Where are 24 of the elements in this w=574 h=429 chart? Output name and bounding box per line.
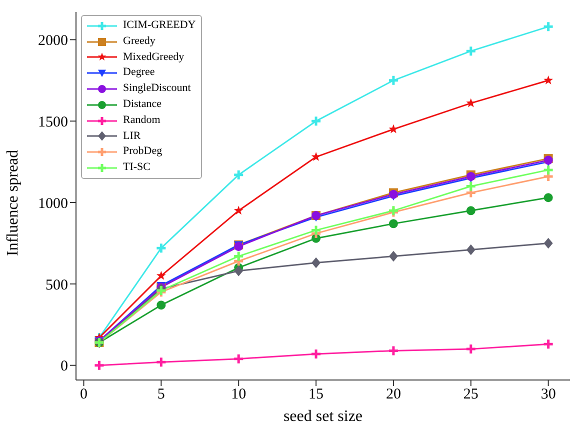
legend-label: Degree (123, 65, 155, 80)
legend-label: TI-SC (123, 160, 150, 176)
legend-label: LIR (123, 128, 141, 144)
x-tick-label: 15 (308, 386, 324, 403)
legend-label: ICIM-GREEDY (123, 18, 196, 33)
legend-label: ProbDeg (123, 144, 162, 160)
legend-label: Distance (123, 96, 162, 112)
legend-label: Greedy (123, 34, 156, 49)
y-tick-label: 1500 (38, 114, 68, 130)
y-axis-title: Influence spread (4, 150, 22, 256)
legend-label: Random (123, 112, 160, 128)
y-tick-label: 2000 (38, 33, 68, 50)
x-axis-title: seed set size (283, 408, 363, 425)
legend-label: SingleDiscount (123, 81, 191, 96)
legend-label: MixedGreedy (123, 50, 184, 65)
x-tick-label: 0 (80, 386, 88, 403)
x-tick-label: 25 (463, 386, 478, 403)
x-tick-label: 5 (157, 386, 165, 403)
x-tick-label: 30 (540, 386, 556, 403)
y-tick-label: 0 (60, 358, 68, 375)
y-tick-label: 1000 (38, 196, 68, 212)
x-tick-label: 10 (231, 386, 246, 403)
x-tick-label: 20 (386, 386, 401, 403)
y-tick-label: 500 (46, 277, 68, 294)
